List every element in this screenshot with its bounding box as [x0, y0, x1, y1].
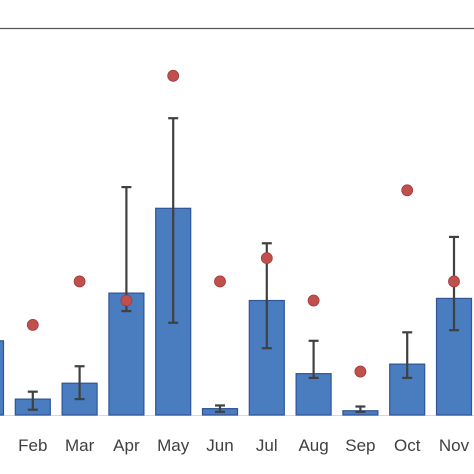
- tick-label-oct: Oct: [394, 436, 421, 455]
- point-jun: [214, 275, 226, 288]
- bar-jan: [0, 340, 5, 416]
- point-oct: [401, 184, 414, 197]
- point-jul: [260, 252, 273, 265]
- point-apr: [120, 294, 133, 307]
- point-feb: [26, 318, 39, 331]
- tick-label-aug: Aug: [298, 436, 328, 455]
- point-may: [167, 69, 180, 82]
- tick-label-jun: Jun: [206, 436, 233, 455]
- plot-frame: [0, 27, 474, 416]
- point-mar: [73, 275, 86, 288]
- bar-apr: [108, 292, 145, 416]
- tick-label-nov: Nov: [439, 436, 470, 455]
- scatter-series: [26, 69, 460, 378]
- tick-label-mar: Mar: [65, 436, 95, 455]
- point-aug: [307, 294, 320, 307]
- tick-label-apr: Apr: [113, 436, 140, 455]
- tick-label-sep: Sep: [345, 436, 375, 455]
- tick-label-may: May: [157, 436, 190, 455]
- bar-aug: [295, 373, 332, 416]
- bar-series: [0, 207, 473, 416]
- point-sep: [354, 365, 367, 378]
- x-axis-tick-labels: Feb Mar Apr May Jun Jul Aug Sep Oct Nov: [18, 436, 469, 455]
- tick-label-feb: Feb: [18, 436, 47, 455]
- point-nov: [448, 275, 460, 288]
- tick-label-jul: Jul: [256, 436, 278, 455]
